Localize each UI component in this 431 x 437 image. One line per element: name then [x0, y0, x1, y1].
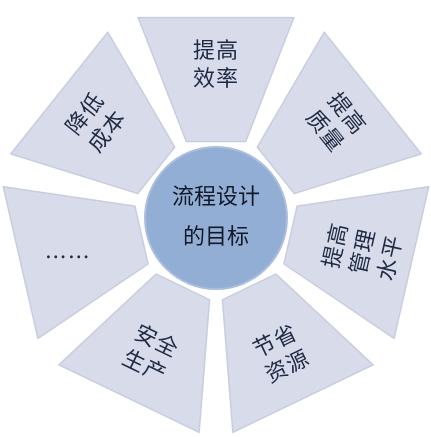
center-hub: [144, 146, 288, 290]
center-label-line-2: 的目标: [183, 225, 249, 250]
segment-label-line: 效率: [193, 67, 239, 92]
segment-shape: [58, 273, 211, 434]
segment-shape: [256, 31, 422, 195]
center-label-line-1: 流程设计: [172, 185, 260, 210]
segment-shape: [137, 16, 295, 143]
segment-ellipsis: ……: [2, 186, 149, 340]
segment-label-line: ……: [45, 239, 91, 264]
segment-shape: [2, 186, 149, 340]
segment-shape: [283, 186, 430, 340]
segment-label-line: 提高: [193, 39, 239, 64]
segment-shape: [10, 31, 176, 195]
segment-shape: [221, 273, 374, 434]
